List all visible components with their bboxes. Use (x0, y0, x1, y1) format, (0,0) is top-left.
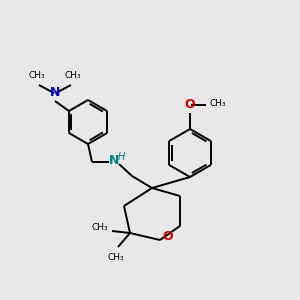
Text: O: O (185, 98, 195, 111)
Text: CH₃: CH₃ (108, 253, 124, 262)
Text: H: H (117, 152, 125, 162)
Text: CH₃: CH₃ (28, 71, 45, 80)
Text: CH₃: CH₃ (92, 223, 108, 232)
Text: O: O (163, 230, 173, 242)
Text: CH₃: CH₃ (209, 100, 226, 109)
Text: N: N (109, 154, 119, 167)
Text: CH₃: CH₃ (64, 71, 81, 80)
Text: N: N (50, 86, 60, 99)
